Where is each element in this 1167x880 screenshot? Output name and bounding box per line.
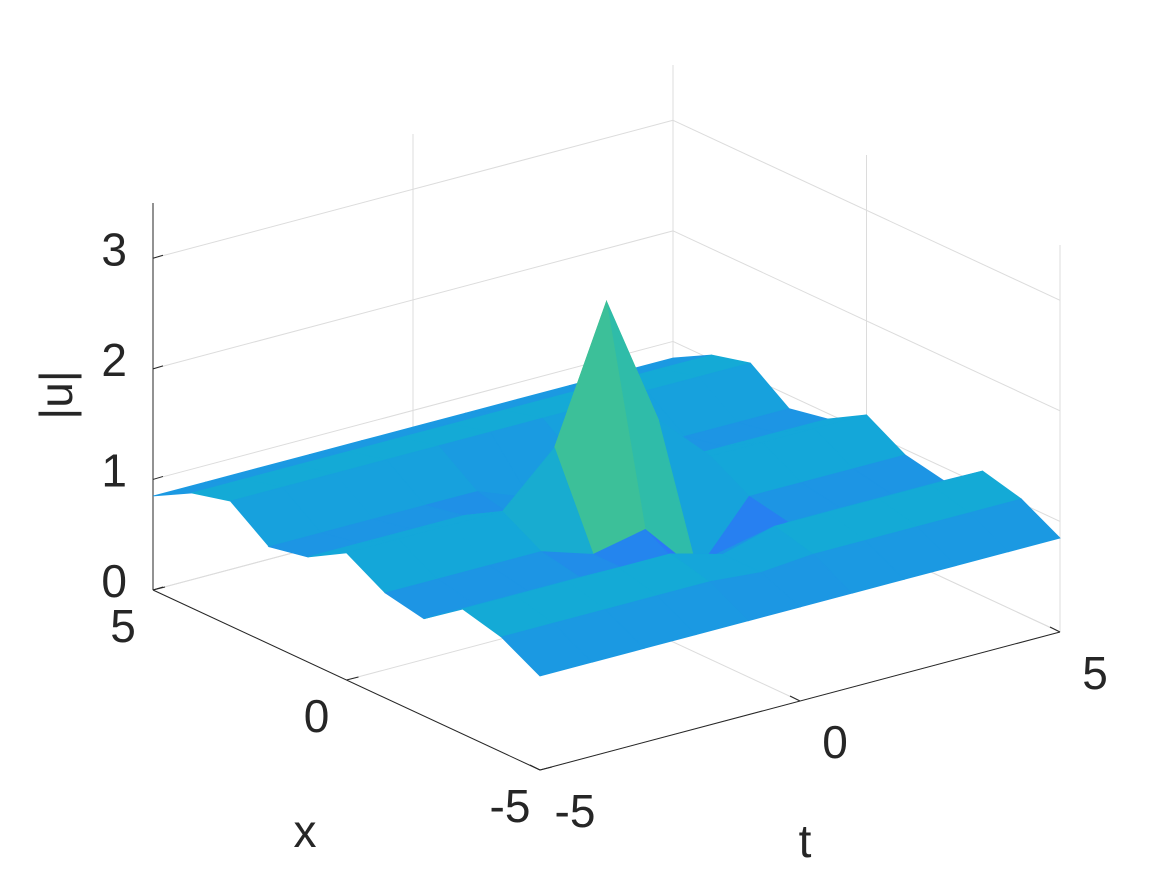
t-tick	[529, 764, 541, 771]
x-axis-label: x	[294, 805, 317, 857]
x-tick	[346, 676, 359, 681]
z-tick-label: 3	[101, 223, 127, 275]
x-tick-label: 5	[110, 600, 136, 652]
x-tick-label: -5	[490, 780, 531, 832]
z-tick-label: 0	[101, 555, 127, 607]
z-axis-label: |u|	[30, 370, 82, 419]
t-tick	[789, 695, 801, 702]
z-tick	[152, 475, 164, 480]
z-tick-label: 2	[101, 334, 127, 386]
z-tick-label: 1	[101, 445, 127, 497]
y-tick-label: -5	[555, 785, 596, 837]
x-tick	[152, 586, 166, 591]
z-tick	[152, 254, 164, 259]
surface-patch	[500, 622, 593, 677]
z-tick	[152, 365, 164, 370]
x-tick	[539, 766, 553, 771]
x-tick-label: 0	[304, 690, 330, 742]
t-tick	[1049, 626, 1061, 633]
y-tick-label: 0	[822, 716, 848, 768]
t-axis-label: t	[799, 815, 812, 867]
y-tick-label: 5	[1082, 647, 1108, 699]
